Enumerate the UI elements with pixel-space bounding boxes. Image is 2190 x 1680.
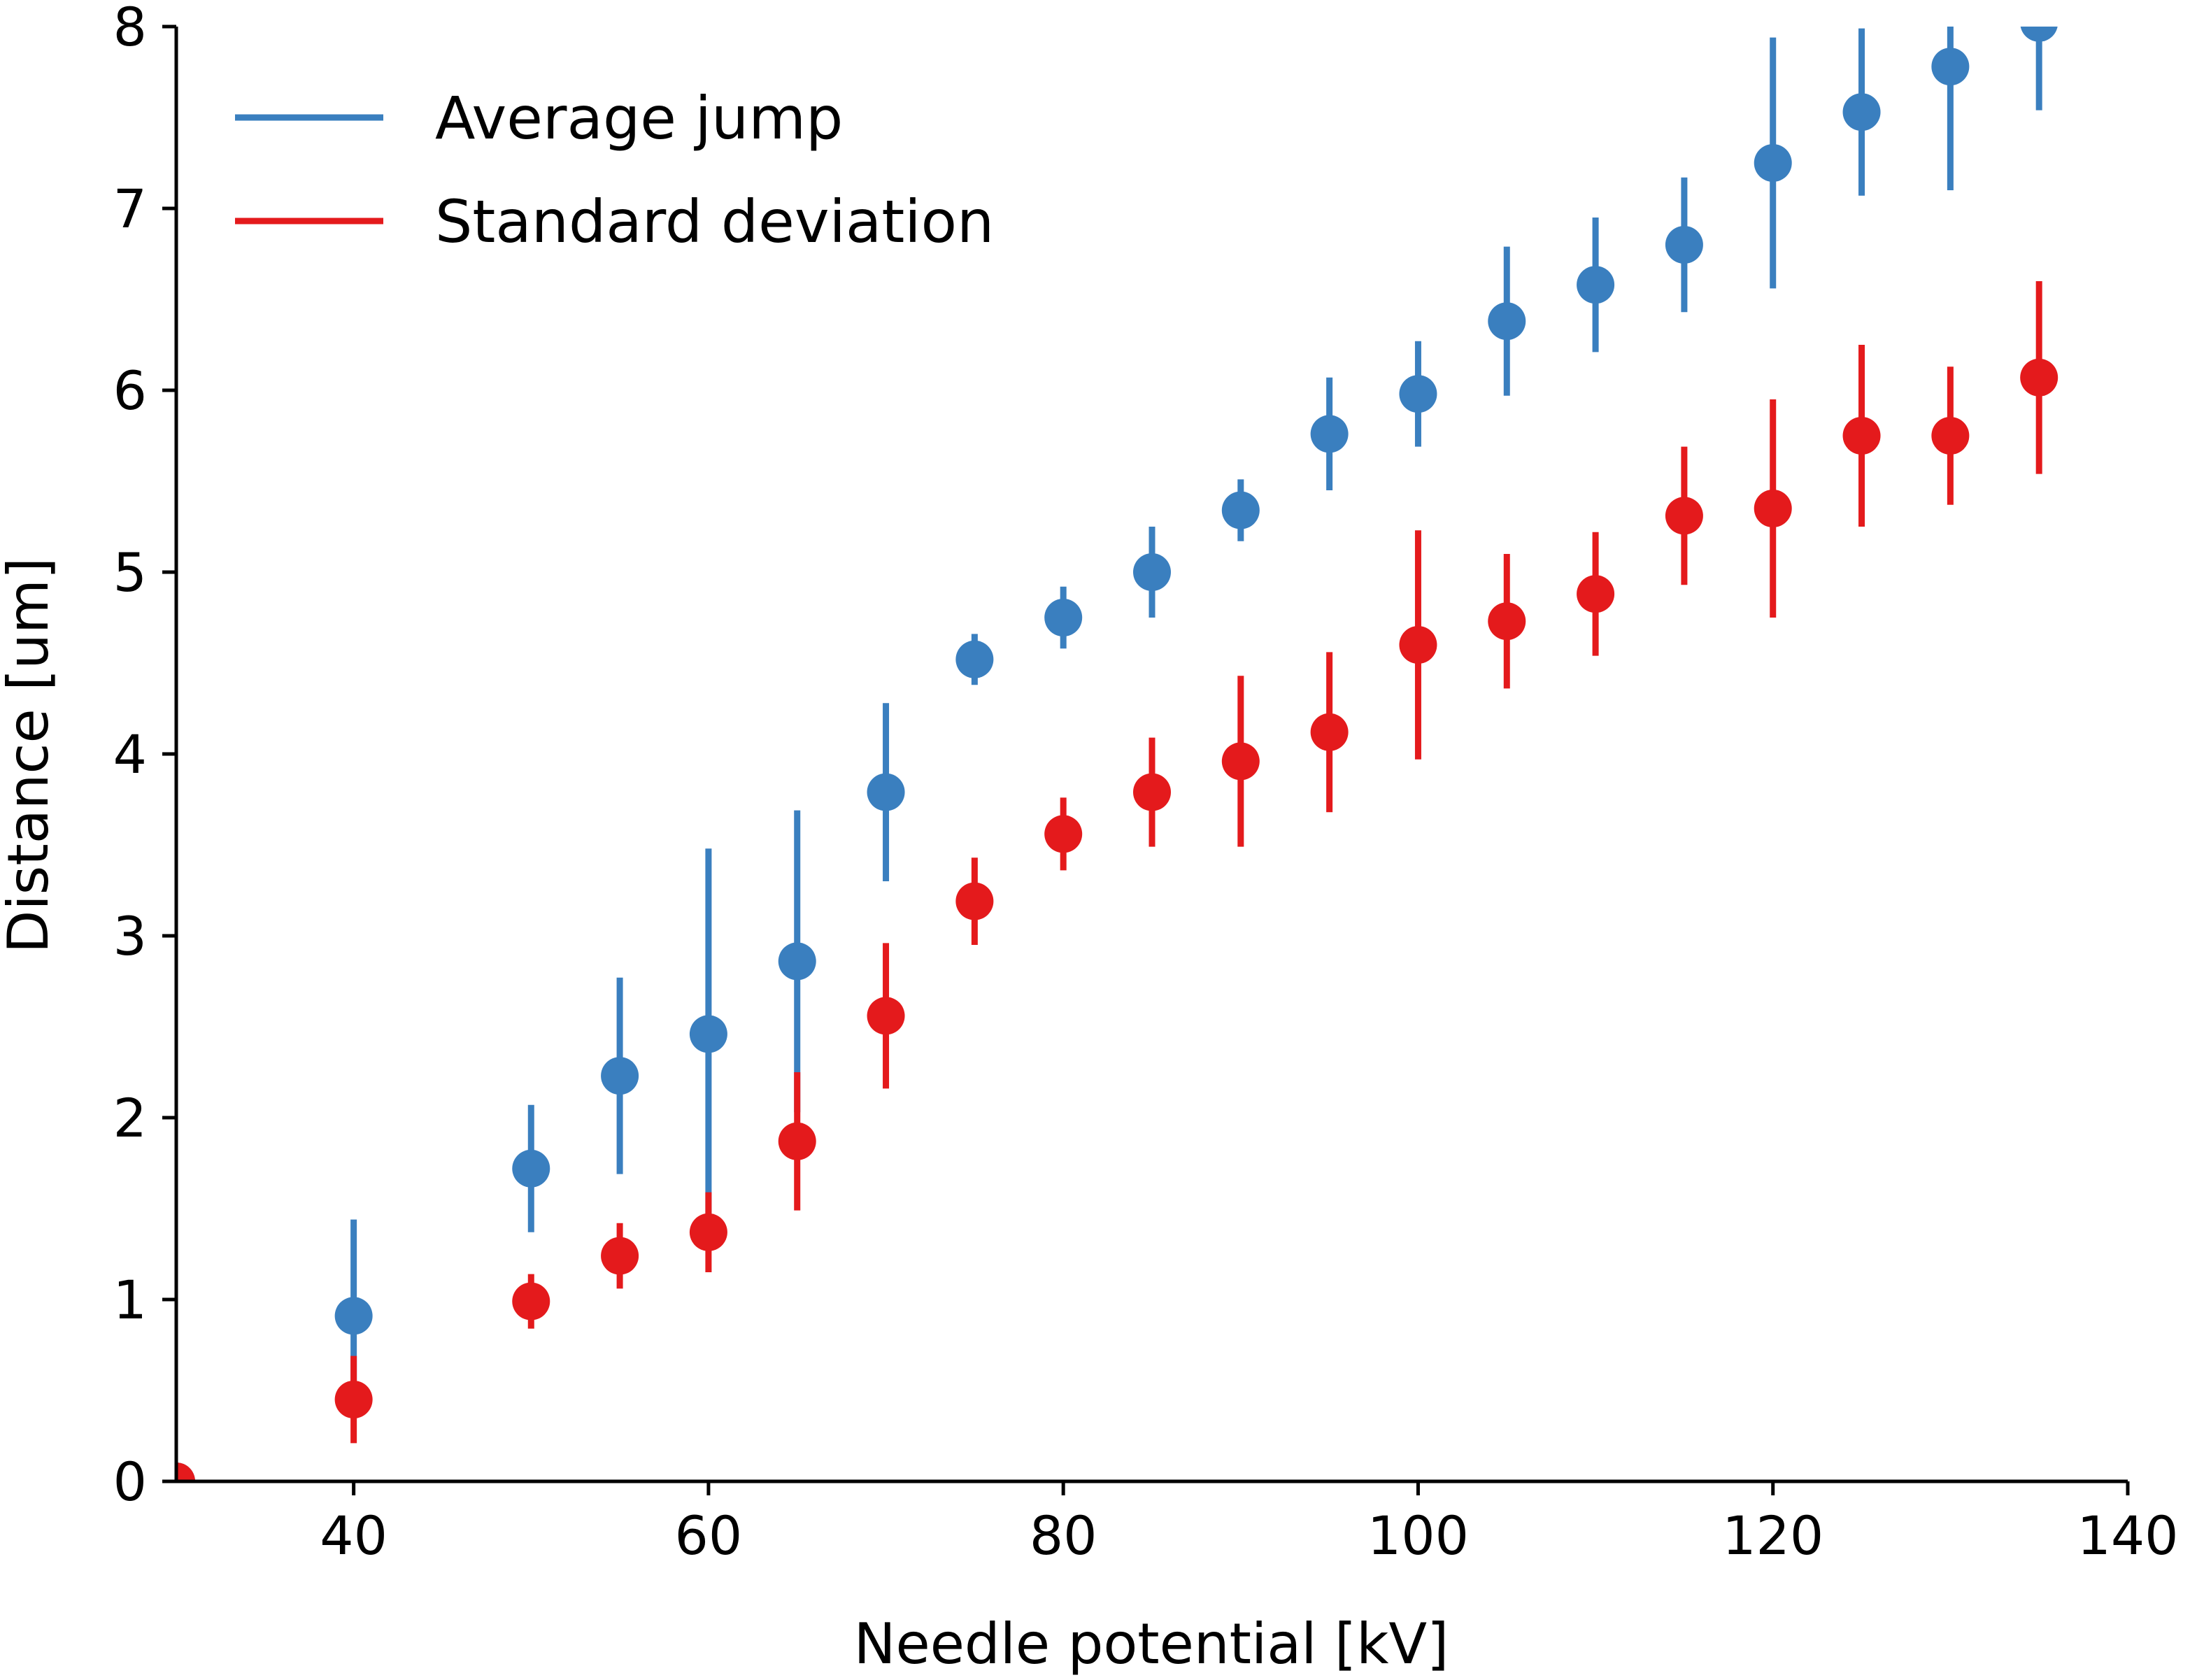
- y-tick-label: 3: [113, 905, 147, 967]
- data-point: [1221, 742, 1260, 781]
- y-tick-label: 6: [113, 360, 147, 422]
- series-average-jump: [176, 27, 2058, 1481]
- y-tick-label: 0: [113, 1451, 147, 1513]
- data-point: [1665, 226, 1703, 264]
- series-standard-deviation: [176, 281, 2059, 1481]
- data-point: [1133, 773, 1171, 811]
- data-point: [1488, 302, 1526, 341]
- y-tick-label: 1: [113, 1269, 147, 1331]
- x-tick-label: 80: [1030, 1504, 1097, 1567]
- data-point: [601, 1057, 639, 1095]
- data-point: [778, 942, 816, 981]
- data-point: [334, 1297, 373, 1335]
- plot-area: [176, 27, 2059, 1481]
- data-point: [1577, 266, 1615, 304]
- data-point: [867, 773, 905, 811]
- data-point: [1488, 602, 1526, 641]
- data-point: [512, 1149, 550, 1188]
- data-point: [1221, 491, 1260, 529]
- data-point: [689, 1015, 727, 1053]
- data-point: [1842, 417, 1881, 455]
- data-point: [601, 1237, 639, 1275]
- data-point: [512, 1282, 550, 1320]
- data-point: [1665, 497, 1703, 535]
- legend: Average jump Standard deviation: [235, 84, 994, 256]
- data-point: [1399, 626, 1437, 664]
- x-tick-label: 40: [320, 1504, 387, 1567]
- x-tick-label: 120: [1722, 1504, 1823, 1567]
- y-tick-label: 8: [113, 0, 147, 58]
- data-point: [1044, 599, 1083, 636]
- data-point: [1931, 48, 1970, 86]
- y-axis: 0 1 2 3 4 5 6 7 8: [113, 0, 178, 1513]
- y-tick-label: 4: [113, 723, 147, 785]
- x-axis-label: Needle potential [kV]: [854, 1611, 1449, 1677]
- x-axis: 40 60 80 100 120 140: [176, 1479, 2179, 1567]
- y-tick-label: 7: [113, 178, 147, 240]
- data-point: [689, 1213, 727, 1251]
- data-point: [867, 997, 905, 1035]
- data-point: [1310, 415, 1349, 453]
- data-point: [2020, 27, 2058, 42]
- x-tick-label: 100: [1367, 1504, 1469, 1567]
- x-tick-label: 60: [675, 1504, 743, 1567]
- data-point: [778, 1122, 816, 1160]
- data-point: [334, 1381, 373, 1418]
- data-point: [955, 640, 994, 678]
- legend-label-average-jump: Average jump: [435, 84, 843, 152]
- data-point: [1842, 93, 1881, 131]
- data-point: [1310, 713, 1349, 751]
- data-point: [1133, 553, 1171, 591]
- data-point: [1577, 575, 1615, 613]
- data-point: [1754, 490, 1792, 527]
- data-point: [176, 1462, 195, 1481]
- y-tick-label: 2: [113, 1087, 147, 1149]
- legend-label-standard-deviation: Standard deviation: [435, 187, 994, 256]
- data-point: [1399, 375, 1437, 413]
- data-point: [1754, 144, 1792, 182]
- y-tick-label: 5: [113, 541, 147, 604]
- data-point: [1044, 815, 1083, 853]
- data-point: [2020, 358, 2059, 397]
- x-tick-label: 140: [2077, 1504, 2178, 1567]
- data-point: [955, 882, 994, 920]
- y-axis-label: Distance [um]: [0, 557, 61, 953]
- data-point: [1931, 417, 1970, 455]
